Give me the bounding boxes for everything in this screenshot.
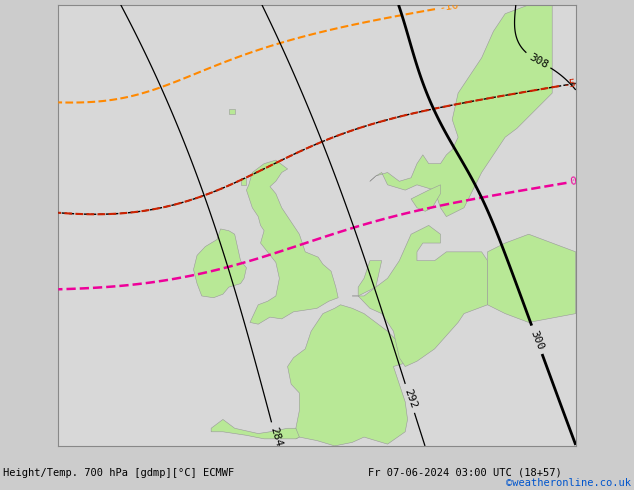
Text: Height/Temp. 700 hPa [gdmp][°C] ECMWF: Height/Temp. 700 hPa [gdmp][°C] ECMWF [3,468,235,478]
Text: ©weatheronline.co.uk: ©weatheronline.co.uk [506,478,631,488]
Text: 300: 300 [529,328,545,351]
Text: -10: -10 [438,0,460,13]
Text: 0: 0 [569,176,577,187]
Text: -5: -5 [562,78,577,90]
Text: 292: 292 [402,387,418,410]
Text: 308: 308 [527,51,550,70]
Text: 284: 284 [268,426,283,448]
Text: Fr 07-06-2024 03:00 UTC (18+57): Fr 07-06-2024 03:00 UTC (18+57) [368,468,562,478]
